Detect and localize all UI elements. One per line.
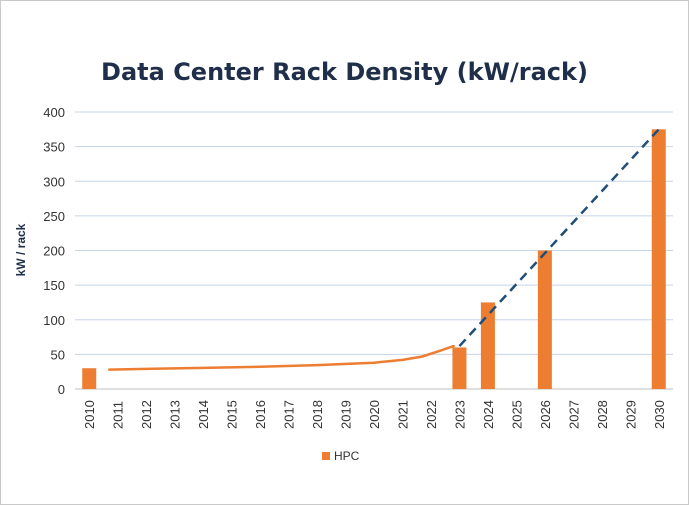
lines <box>107 128 660 371</box>
y-tick-350: 350 <box>43 140 65 155</box>
y-tick-200: 200 <box>43 244 65 259</box>
x-tick-2022: 2022 <box>424 400 439 429</box>
x-tick-2020: 2020 <box>367 400 382 429</box>
x-tick-2017: 2017 <box>282 400 297 429</box>
x-tick-2024: 2024 <box>481 400 496 429</box>
x-tick-2012: 2012 <box>139 400 154 429</box>
projection-line <box>458 128 660 347</box>
bar-2023 <box>452 347 467 389</box>
x-tick-2010: 2010 <box>82 400 97 429</box>
x-tick-2019: 2019 <box>339 400 354 429</box>
y-tick-250: 250 <box>43 209 65 224</box>
trend-line <box>107 344 455 371</box>
x-tick-2018: 2018 <box>310 400 325 429</box>
x-tick-2030: 2030 <box>652 400 667 429</box>
gridlines <box>75 111 673 390</box>
x-tick-2023: 2023 <box>452 400 467 429</box>
bars <box>82 129 666 389</box>
y-tick-300: 300 <box>43 174 65 189</box>
y-tick-labels: 0 50 100 150 200 250 300 350 400 <box>43 105 65 397</box>
y-tick-100: 100 <box>43 313 65 328</box>
y-tick-50: 50 <box>51 347 65 362</box>
chart-title: Data Center Rack Density (kW/rack) <box>101 58 588 86</box>
bar-2024 <box>480 302 495 389</box>
bar-2010 <box>82 368 97 389</box>
y-axis-label: kW / rack <box>14 223 28 276</box>
legend: HPC <box>322 449 360 463</box>
x-tick-2016: 2016 <box>253 400 268 429</box>
bar-2026 <box>537 250 552 389</box>
x-tick-2025: 2025 <box>509 400 524 429</box>
x-tick-2021: 2021 <box>395 400 410 429</box>
x-tick-2028: 2028 <box>595 400 610 429</box>
x-tick-2013: 2013 <box>168 400 183 429</box>
x-tick-2014: 2014 <box>196 400 211 429</box>
y-tick-400: 400 <box>43 105 65 120</box>
x-tick-2026: 2026 <box>538 400 553 429</box>
x-tick-2011: 2011 <box>111 401 126 429</box>
x-tick-2029: 2029 <box>623 400 638 429</box>
legend-label-hpc: HPC <box>334 449 360 463</box>
x-tick-2027: 2027 <box>566 400 581 429</box>
x-tick-labels: 2010 2011 2012 2013 2014 2015 2016 2017 2018 2019… <box>82 400 667 429</box>
bar-2030 <box>651 129 666 389</box>
x-tick-2015: 2015 <box>225 400 240 429</box>
legend-swatch-hpc <box>322 452 330 460</box>
y-tick-0: 0 <box>58 382 65 397</box>
y-tick-150: 150 <box>43 278 65 293</box>
